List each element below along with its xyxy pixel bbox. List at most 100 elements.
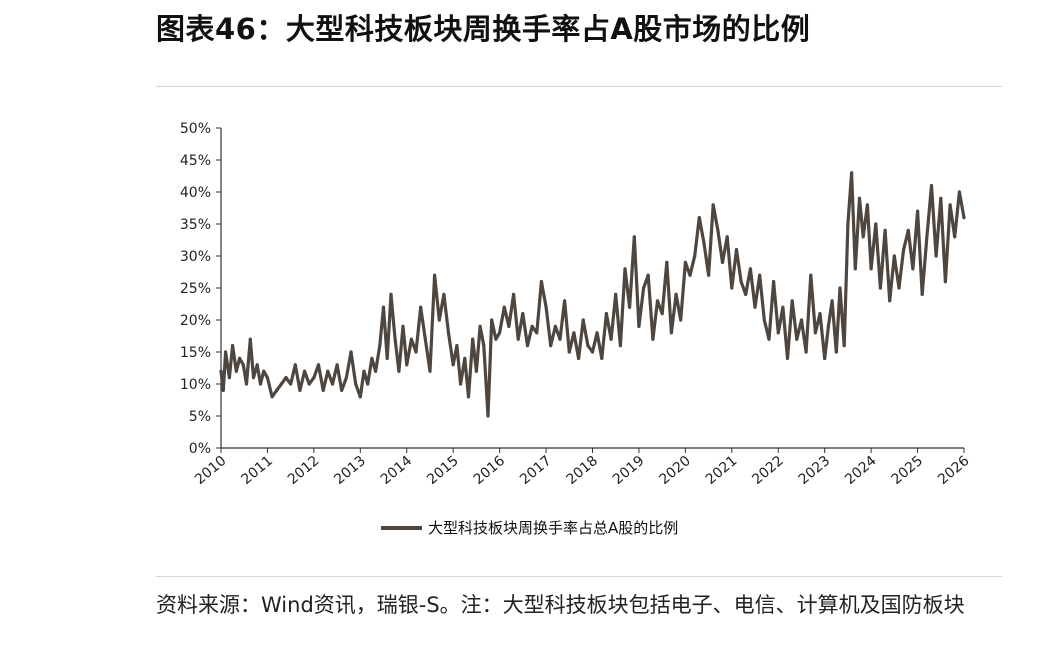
data-point [799,318,804,322]
x-tick-label: 2023 [796,453,834,488]
data-point [414,350,418,354]
data-point [401,324,405,328]
data-point [231,344,235,348]
page-title: 图表46：大型科技板块周换手率占A股市场的比例 [156,12,811,46]
data-point [419,305,423,309]
data-point [725,235,729,239]
y-tick-label: 5% [189,409,211,425]
data-point [466,395,471,399]
data-point [669,331,674,335]
data-point [389,292,393,296]
data-point [857,196,862,200]
data-point [925,235,929,239]
data-point [776,331,780,335]
bottom-divider [156,576,1002,577]
data-point [730,286,734,290]
x-tick-label: 2020 [656,453,694,488]
data-point [370,356,374,360]
data-point [539,280,543,284]
x-tick-label: 2021 [703,453,741,488]
x-tick-label: 2012 [285,453,323,488]
y-tick-label: 50% [180,121,211,137]
data-point [307,382,311,386]
data-point [567,350,571,354]
data-point [929,184,934,188]
data-point [772,280,776,284]
x-axis: 2010 2011 2012 2013 2014 2015 2016 2017 2018 2019… [192,447,973,488]
y-tick-label: 15% [180,345,211,361]
data-point [674,292,678,296]
data-point [577,356,581,360]
data-point [478,324,482,328]
data-point [241,363,245,367]
data-point [463,356,467,360]
data-point [219,369,223,373]
data-point [284,376,288,380]
data-point [344,376,348,380]
data-point [512,292,516,296]
data-point [393,337,397,341]
data-point [623,267,627,271]
data-point [953,235,957,239]
x-tick-label: 2017 [517,453,555,488]
data-point [423,337,427,341]
data-point [748,267,753,271]
data-point [861,235,865,239]
data-point [892,254,896,258]
data-point [221,388,225,392]
data-point [878,286,883,290]
data-point [298,388,302,392]
data-point [270,395,274,399]
data-point [826,324,831,328]
data-point [823,356,827,360]
x-tick-label: 2025 [889,453,927,488]
x-tick-label: 2022 [749,453,787,488]
x-tick-label: 2011 [238,453,276,488]
data-point [224,350,228,354]
data-point [874,222,878,226]
x-tick-label: 2015 [424,453,462,488]
data-point [846,222,850,226]
data-point [255,363,259,367]
data-point [720,260,725,264]
data-point [618,344,622,348]
data-point [781,305,785,309]
data-point [785,356,790,360]
x-tick-label: 2019 [610,453,648,488]
data-point [697,216,701,220]
data-point [244,382,249,386]
data-point [586,344,590,348]
x-tick-label: 2010 [192,453,230,488]
data-point [275,388,279,392]
y-tick-label: 45% [180,153,211,169]
data-point [628,305,632,309]
x-tick-label: 2014 [378,453,416,488]
legend: 大型科技板块周换手率占总A股的比例 [381,519,678,537]
data-point [916,209,920,213]
data-point [494,337,498,341]
series-line [219,171,966,418]
data-point [535,331,539,335]
data-point [321,388,325,392]
data-point [595,331,599,335]
data-point [374,369,378,373]
data-point [409,337,413,341]
data-point [809,273,813,277]
data-point [378,344,382,348]
data-point [498,331,502,335]
y-tick-label: 35% [180,217,211,233]
data-point [340,388,344,392]
data-point [502,305,506,309]
x-tick-label: 2016 [471,453,509,488]
data-point [428,369,432,373]
y-axis: 0% 5% 10% 15% 20% 25% 30% 35% 40% 45% 50% [180,121,222,457]
data-point [795,337,799,341]
data-point [790,299,794,303]
data-point [238,356,242,360]
data-point [530,324,534,328]
data-point [385,356,389,360]
x-tick-label: 2026 [935,453,973,488]
data-point [572,331,576,335]
data-point [614,292,618,296]
data-point [451,363,455,367]
